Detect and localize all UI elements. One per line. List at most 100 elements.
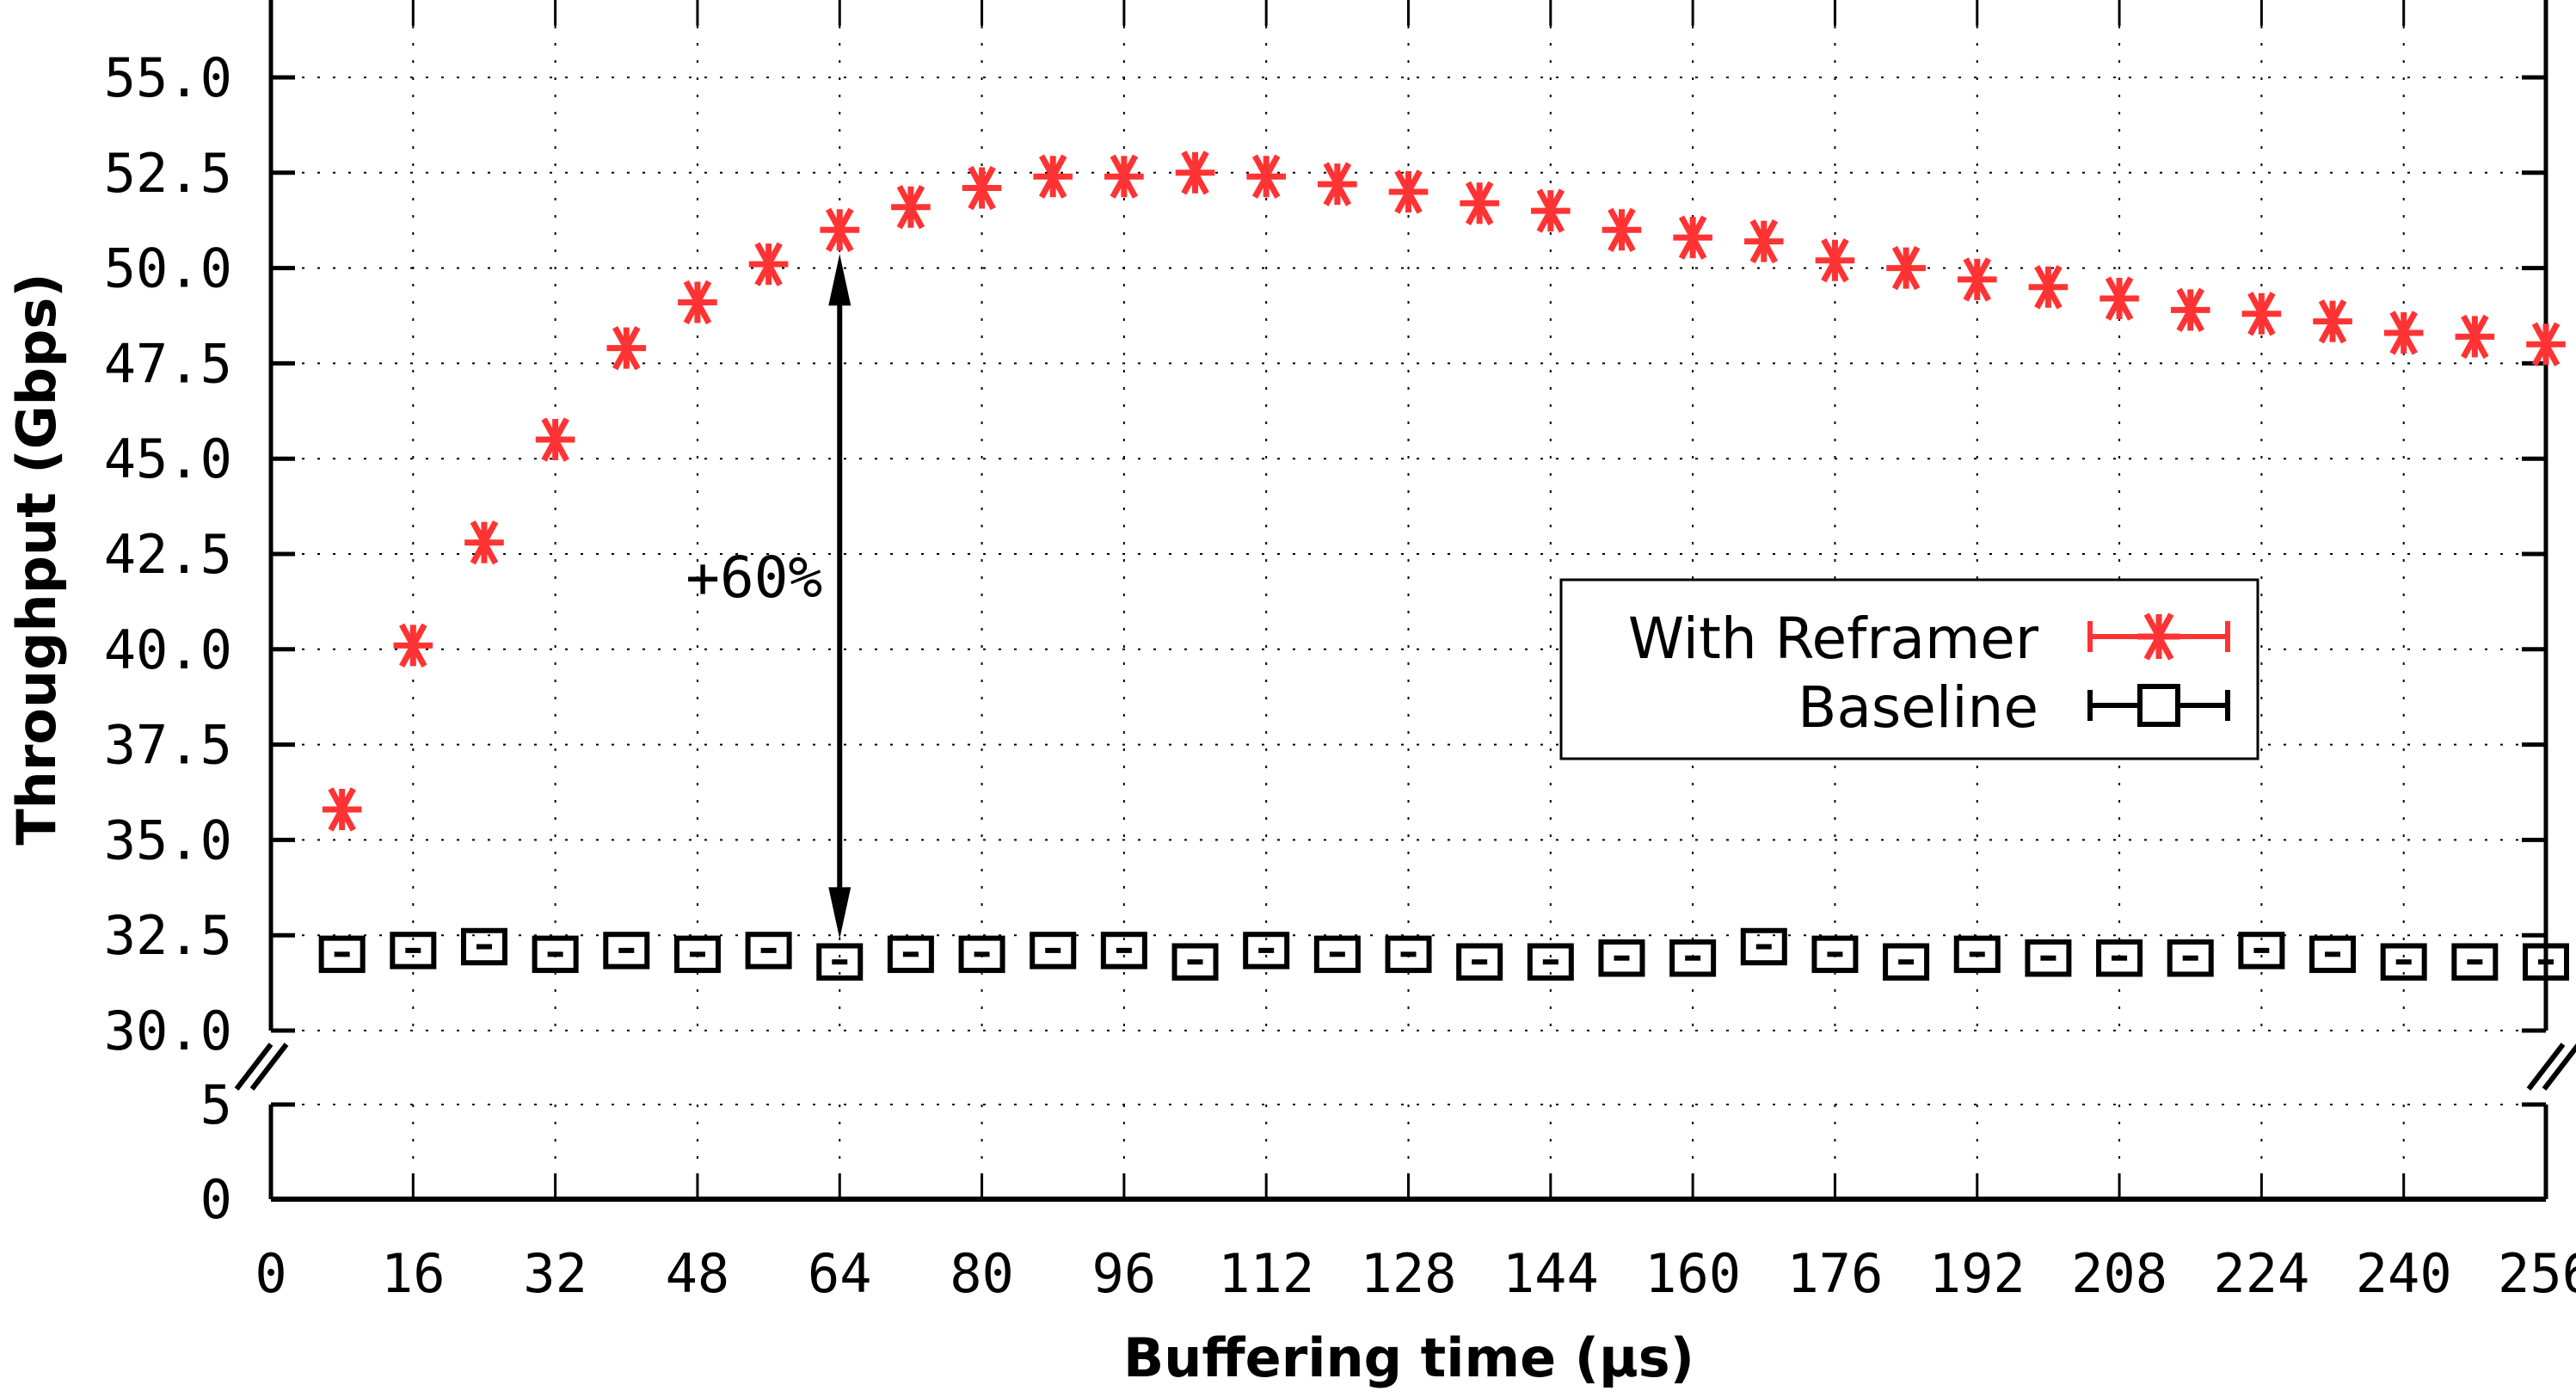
data-point-reframer (1460, 181, 1499, 225)
data-point-reframer (1246, 154, 1286, 199)
data-point-baseline (2451, 943, 2499, 981)
y-axis-title: Throughput (Gbps) (5, 273, 68, 845)
data-point-reframer (1388, 169, 1429, 214)
y-tick-label: 37.5 (104, 714, 232, 777)
y-axis-ticks: 30.0 32.5 35.0 37.5 40.0 42.5 45.0 47.5 50.0 52.5… (104, 46, 2546, 1231)
data-point-reframer (2241, 292, 2282, 336)
x-tick-label: 96 (1092, 1242, 1157, 1305)
data-point-baseline (1313, 935, 1361, 974)
y-tick-label: 45.0 (104, 428, 232, 490)
axis-break-icon (2526, 1043, 2566, 1091)
series-baseline (318, 927, 2569, 981)
data-point-baseline (1030, 932, 1077, 969)
data-point-baseline (958, 935, 1005, 974)
data-point-baseline (2025, 939, 2072, 977)
y-tick-label: 52.5 (104, 142, 232, 205)
data-point-reframer (2028, 265, 2069, 310)
data-point-baseline (1243, 932, 1290, 969)
legend-label-with-reframer: With Reframer (1628, 606, 2039, 672)
data-point-reframer (962, 165, 1002, 211)
data-point-baseline (1456, 943, 1503, 981)
asterisk-errorbar-icon (2087, 612, 2230, 661)
data-point-baseline (816, 943, 864, 981)
x-tick-label: 192 (1929, 1242, 2026, 1305)
data-point-reframer (1673, 215, 1712, 260)
data-point-baseline (603, 932, 650, 969)
x-tick-label: 256 (2498, 1242, 2576, 1305)
legend: With Reframer Baseline (1559, 578, 2259, 760)
data-point-baseline (532, 935, 579, 974)
x-axis-ticks: 0 16 32 48 64 80 96 112 128 144 160 176 192 208 224 240… (255, 0, 2576, 1305)
data-point-reframer (678, 280, 717, 325)
data-point-baseline (1171, 943, 1219, 981)
y-tick-label: 55.0 (104, 46, 232, 109)
data-point-reframer (1957, 257, 1997, 302)
x-tick-label: 224 (2213, 1242, 2309, 1305)
data-point-baseline (1883, 943, 1930, 981)
data-point-reframer (2383, 311, 2424, 355)
data-point-reframer (2313, 298, 2352, 344)
x-tick-label: 176 (1786, 1242, 1883, 1305)
x-tick-label: 48 (666, 1242, 730, 1305)
data-point-baseline (318, 935, 366, 974)
y-tick-label: 42.5 (104, 523, 232, 586)
data-point-reframer (1104, 154, 1144, 199)
data-point-baseline (1811, 935, 1859, 974)
data-point-reframer (1602, 207, 1642, 252)
data-point-reframer (535, 417, 575, 462)
x-tick-label: 0 (255, 1242, 286, 1305)
axis-break-icon (234, 1043, 274, 1091)
data-point-reframer (1743, 218, 1784, 264)
data-point-reframer (2526, 322, 2566, 366)
y-tick-label: 40.0 (104, 618, 232, 681)
data-point-baseline (1669, 939, 1717, 977)
legend-square-icon (2137, 684, 2180, 727)
data-point-baseline (745, 932, 792, 969)
arrow-head-down-icon (828, 887, 851, 939)
y-tick-label: 35.0 (104, 809, 232, 871)
x-tick-label: 64 (808, 1242, 872, 1305)
x-tick-label: 160 (1645, 1242, 1741, 1305)
data-point-baseline (1100, 932, 1147, 969)
data-point-reframer (1175, 151, 1215, 195)
data-point-baseline (2238, 932, 2285, 969)
data-point-reframer (891, 185, 931, 230)
data-point-reframer (464, 520, 504, 565)
square-errorbar-icon (2087, 684, 2230, 727)
x-tick-label: 112 (1218, 1242, 1314, 1305)
y-tick-label: 50.0 (104, 237, 232, 300)
data-point-reframer (1886, 245, 1926, 291)
data-point-reframer (606, 325, 647, 371)
x-tick-label: 208 (2071, 1242, 2167, 1305)
data-point-baseline (1527, 943, 1574, 981)
data-point-reframer (2455, 314, 2495, 360)
data-point-reframer (2100, 276, 2139, 321)
data-point-baseline (390, 932, 437, 969)
data-point-baseline (887, 935, 934, 974)
x-axis-title: Buffering time (µs) (1123, 1326, 1694, 1389)
y-tick-label: 47.5 (104, 332, 232, 395)
data-point-reframer (1815, 238, 1855, 283)
x-tick-label: 80 (950, 1242, 1014, 1305)
data-point-baseline (1953, 935, 2001, 974)
y-tick-label: 0 (200, 1168, 232, 1231)
x-tick-label: 16 (381, 1242, 446, 1305)
data-point-baseline (460, 927, 507, 966)
x-tick-label: 144 (1503, 1242, 1599, 1305)
data-point-reframer (1033, 154, 1073, 199)
axis-break-icon (249, 1043, 289, 1091)
data-point-baseline (2523, 943, 2569, 981)
data-point-baseline (1385, 935, 1432, 974)
data-point-baseline (2309, 935, 2357, 974)
data-point-baseline (2167, 939, 2214, 977)
y-tick-label: 30.0 (104, 1000, 232, 1062)
data-point-reframer (393, 623, 433, 668)
data-point-reframer (1531, 188, 1571, 233)
y-tick-label: 32.5 (104, 904, 232, 967)
data-point-reframer (322, 787, 362, 832)
data-point-baseline (2380, 943, 2427, 981)
series-with-reframer (322, 151, 2566, 832)
data-point-reframer (820, 207, 860, 252)
data-point-baseline (1598, 939, 1645, 977)
